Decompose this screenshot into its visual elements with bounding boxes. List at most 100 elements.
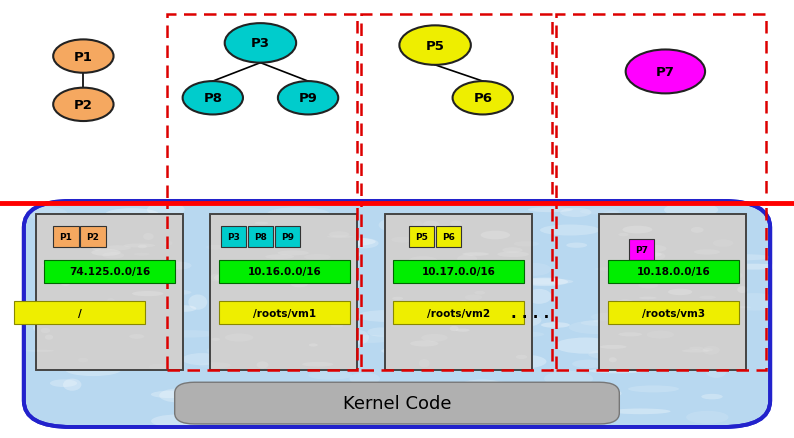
Ellipse shape	[715, 272, 734, 280]
Ellipse shape	[521, 278, 568, 286]
Ellipse shape	[455, 399, 506, 405]
Ellipse shape	[503, 412, 519, 417]
FancyBboxPatch shape	[36, 215, 183, 370]
Ellipse shape	[488, 242, 529, 254]
Ellipse shape	[691, 227, 703, 233]
Ellipse shape	[105, 208, 159, 221]
Ellipse shape	[214, 353, 261, 365]
Ellipse shape	[141, 358, 164, 364]
Ellipse shape	[78, 358, 88, 363]
Ellipse shape	[129, 334, 145, 339]
FancyBboxPatch shape	[218, 302, 349, 325]
Ellipse shape	[419, 359, 430, 367]
Ellipse shape	[475, 389, 519, 403]
FancyBboxPatch shape	[629, 239, 654, 260]
Ellipse shape	[589, 368, 646, 374]
Ellipse shape	[211, 338, 220, 341]
Ellipse shape	[92, 245, 102, 251]
Text: Kernel Code: Kernel Code	[343, 394, 451, 412]
Ellipse shape	[319, 406, 353, 417]
Ellipse shape	[50, 379, 77, 387]
Ellipse shape	[588, 349, 644, 360]
Ellipse shape	[143, 233, 154, 240]
Ellipse shape	[241, 226, 259, 232]
Ellipse shape	[580, 209, 619, 215]
Ellipse shape	[580, 388, 622, 399]
Ellipse shape	[102, 252, 125, 259]
Ellipse shape	[329, 232, 349, 238]
Ellipse shape	[436, 225, 452, 232]
Ellipse shape	[67, 315, 79, 323]
Ellipse shape	[462, 253, 489, 256]
Text: . . . .: . . . .	[511, 306, 549, 321]
Ellipse shape	[475, 291, 485, 295]
Ellipse shape	[106, 298, 115, 307]
Ellipse shape	[133, 253, 150, 256]
Ellipse shape	[713, 240, 734, 247]
Ellipse shape	[662, 225, 703, 233]
Ellipse shape	[386, 303, 407, 312]
Ellipse shape	[387, 251, 441, 262]
Ellipse shape	[727, 306, 751, 309]
Ellipse shape	[569, 321, 626, 334]
Ellipse shape	[267, 208, 330, 222]
Ellipse shape	[151, 414, 205, 427]
Ellipse shape	[503, 248, 522, 253]
FancyBboxPatch shape	[24, 201, 770, 427]
Ellipse shape	[225, 221, 279, 226]
Text: P9: P9	[281, 232, 294, 241]
Ellipse shape	[544, 371, 593, 387]
Text: P9: P9	[299, 92, 318, 105]
Ellipse shape	[722, 264, 783, 270]
Ellipse shape	[470, 314, 488, 319]
Text: P6: P6	[473, 92, 492, 105]
FancyBboxPatch shape	[393, 260, 524, 283]
Ellipse shape	[308, 371, 353, 380]
Ellipse shape	[651, 304, 680, 313]
FancyBboxPatch shape	[275, 226, 300, 247]
Ellipse shape	[84, 228, 104, 231]
Ellipse shape	[265, 255, 294, 259]
Ellipse shape	[705, 363, 727, 378]
Circle shape	[53, 40, 114, 74]
Ellipse shape	[489, 231, 526, 238]
Circle shape	[399, 26, 471, 66]
Ellipse shape	[212, 261, 258, 279]
Ellipse shape	[29, 208, 67, 222]
Ellipse shape	[409, 257, 437, 265]
Ellipse shape	[261, 307, 272, 310]
Ellipse shape	[160, 389, 199, 403]
Ellipse shape	[210, 274, 224, 282]
Ellipse shape	[410, 341, 438, 347]
Ellipse shape	[399, 264, 428, 267]
Ellipse shape	[633, 253, 683, 263]
Ellipse shape	[181, 388, 234, 395]
Ellipse shape	[476, 381, 509, 388]
Ellipse shape	[689, 347, 703, 350]
FancyBboxPatch shape	[80, 226, 106, 247]
Ellipse shape	[528, 208, 572, 213]
Ellipse shape	[33, 320, 96, 336]
Ellipse shape	[512, 314, 522, 318]
Ellipse shape	[517, 263, 551, 276]
Ellipse shape	[303, 317, 332, 323]
Ellipse shape	[65, 364, 121, 376]
Ellipse shape	[309, 344, 318, 347]
Text: P1: P1	[74, 50, 93, 64]
Text: /: /	[78, 308, 81, 318]
Ellipse shape	[206, 245, 226, 250]
Ellipse shape	[138, 245, 147, 249]
Ellipse shape	[638, 297, 657, 300]
Ellipse shape	[247, 336, 295, 345]
Ellipse shape	[526, 289, 552, 304]
Ellipse shape	[276, 238, 330, 247]
Text: P7: P7	[635, 245, 648, 254]
Ellipse shape	[123, 241, 154, 247]
Ellipse shape	[63, 379, 82, 391]
Ellipse shape	[681, 262, 710, 279]
Ellipse shape	[628, 385, 679, 392]
Ellipse shape	[349, 373, 380, 385]
Text: P3: P3	[251, 37, 270, 50]
FancyBboxPatch shape	[175, 382, 619, 424]
Ellipse shape	[701, 394, 723, 399]
